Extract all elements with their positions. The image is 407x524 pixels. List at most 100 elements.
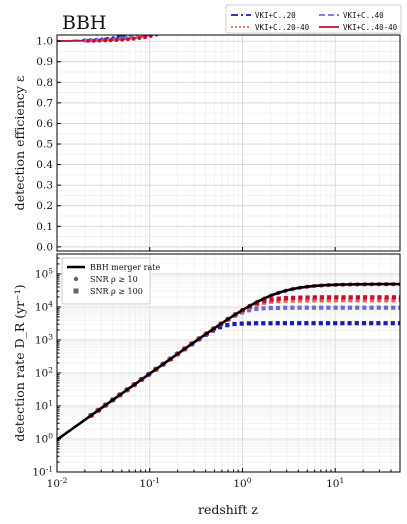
efficiency-point <box>400 0 404 1</box>
snr100-point <box>269 297 274 302</box>
snr100-point <box>370 295 375 300</box>
y-tick-label: 0.7 <box>36 97 53 109</box>
efficiency-point <box>140 28 144 32</box>
snr100-point <box>347 321 352 326</box>
snr100-point <box>376 305 381 310</box>
y-tick-label: 0.6 <box>36 118 53 130</box>
rate-legend: BBH merger rate SNR ρ ≥ 10 SNR ρ ≥ 100 <box>61 257 160 305</box>
snr100-point <box>254 306 259 312</box>
y-tick-label: 0.9 <box>36 56 53 68</box>
snr100-point <box>312 295 317 300</box>
snr100-point <box>319 305 324 310</box>
snr100-point <box>283 305 288 310</box>
snr100-point <box>327 295 332 300</box>
snr100-point <box>261 321 266 326</box>
snr100-point <box>361 321 367 326</box>
snr100-point <box>363 295 368 300</box>
rate-legend-label: SNR ρ ≥ 100 <box>90 287 143 296</box>
y-tick-label: 0.2 <box>36 200 53 212</box>
snr100-point <box>354 321 359 326</box>
efficiency-point <box>151 20 155 24</box>
efficiency-point <box>170 12 174 16</box>
efficiency-point <box>137 36 142 40</box>
rate-legend-swatch <box>73 288 79 294</box>
efficiency-point <box>147 29 151 33</box>
snr100-point <box>398 298 400 303</box>
snr100-point <box>376 321 381 326</box>
y-tick-label: 0.4 <box>36 159 53 171</box>
snr100-point <box>355 305 360 310</box>
snr100-point <box>333 321 338 326</box>
efficiency-point <box>171 23 175 27</box>
merger-rate-curve <box>57 282 400 441</box>
snr100-point <box>311 305 317 310</box>
efficiency-point <box>134 30 138 34</box>
efficiency-plot-area <box>57 35 400 251</box>
rate-legend-swatch <box>73 276 79 282</box>
snr100-point <box>304 305 309 310</box>
efficiency-point <box>172 26 176 30</box>
snr100-point <box>341 295 346 300</box>
y-tick-label: 10-1 <box>32 465 53 479</box>
y-tick-label: 105 <box>35 266 53 280</box>
chart-title: BBH <box>62 12 107 34</box>
snr100-point <box>369 298 375 303</box>
series-legend-box <box>225 4 402 34</box>
snr100-point <box>362 305 367 310</box>
efficiency-point <box>165 26 169 30</box>
efficiency-y-axis-label: detection efficiency ε <box>12 76 27 211</box>
snr100-point <box>333 298 339 303</box>
snr100-point <box>355 298 360 303</box>
efficiency-point <box>163 7 167 11</box>
snr100-point <box>311 321 316 326</box>
snr100-point <box>225 323 230 328</box>
efficiency-point <box>157 14 161 18</box>
snr100-point <box>362 298 367 303</box>
snr100-point <box>383 305 389 310</box>
efficiency-point <box>159 29 163 33</box>
snr100-point <box>326 298 331 303</box>
efficiency-point <box>168 0 172 3</box>
x-tick-label: 10-2 <box>47 476 68 490</box>
efficiency-point <box>103 38 108 43</box>
snr100-point <box>305 295 310 300</box>
snr100-point <box>325 321 331 326</box>
snr100-point <box>298 295 303 300</box>
rate-legend-box <box>61 257 151 305</box>
snr100-point <box>340 305 345 310</box>
snr100-point <box>312 298 317 303</box>
efficiency-grid <box>56 35 401 251</box>
efficiency-point <box>92 38 96 43</box>
snr100-point <box>247 308 252 313</box>
efficiency-point <box>175 5 179 9</box>
series-legend-label: VKI+C..40 <box>343 11 384 20</box>
y-tick-label: 0.5 <box>36 139 53 151</box>
snr100-point <box>304 321 309 326</box>
y-tick-label: 0.1 <box>36 221 53 233</box>
snr100-point <box>218 325 223 330</box>
y-tick-label: 100 <box>35 431 53 445</box>
efficiency-point <box>143 35 148 40</box>
series-legend-label: VKI+C..40-40 <box>343 23 398 32</box>
snr100-point <box>384 298 389 303</box>
y-tick-label: 0.3 <box>36 180 53 192</box>
y-tick-label: 1.0 <box>36 36 53 48</box>
efficiency-point <box>176 19 180 23</box>
efficiency-point <box>166 29 170 33</box>
series-legend: VKI+C..20 VKI+C..40 VKI+C..20-40 VKI+C..40-… <box>225 4 402 34</box>
x-tick-label: 101 <box>326 476 344 490</box>
snr100-point <box>319 298 324 303</box>
snr100-point <box>397 321 400 326</box>
efficiency-axes-frame <box>56 34 401 252</box>
snr100-point <box>254 321 259 326</box>
efficiency-point <box>188 7 192 11</box>
efficiency-point <box>200 0 204 1</box>
efficiency-point <box>114 38 119 42</box>
snr100-point <box>290 305 295 310</box>
efficiency-point <box>109 38 113 43</box>
y-tick-label: 102 <box>35 365 53 379</box>
snr100-point <box>297 298 303 303</box>
series-legend-label: VKI+C..20 <box>255 11 296 20</box>
x-tick-label: 100 <box>233 476 251 490</box>
snr100-point <box>326 305 331 310</box>
